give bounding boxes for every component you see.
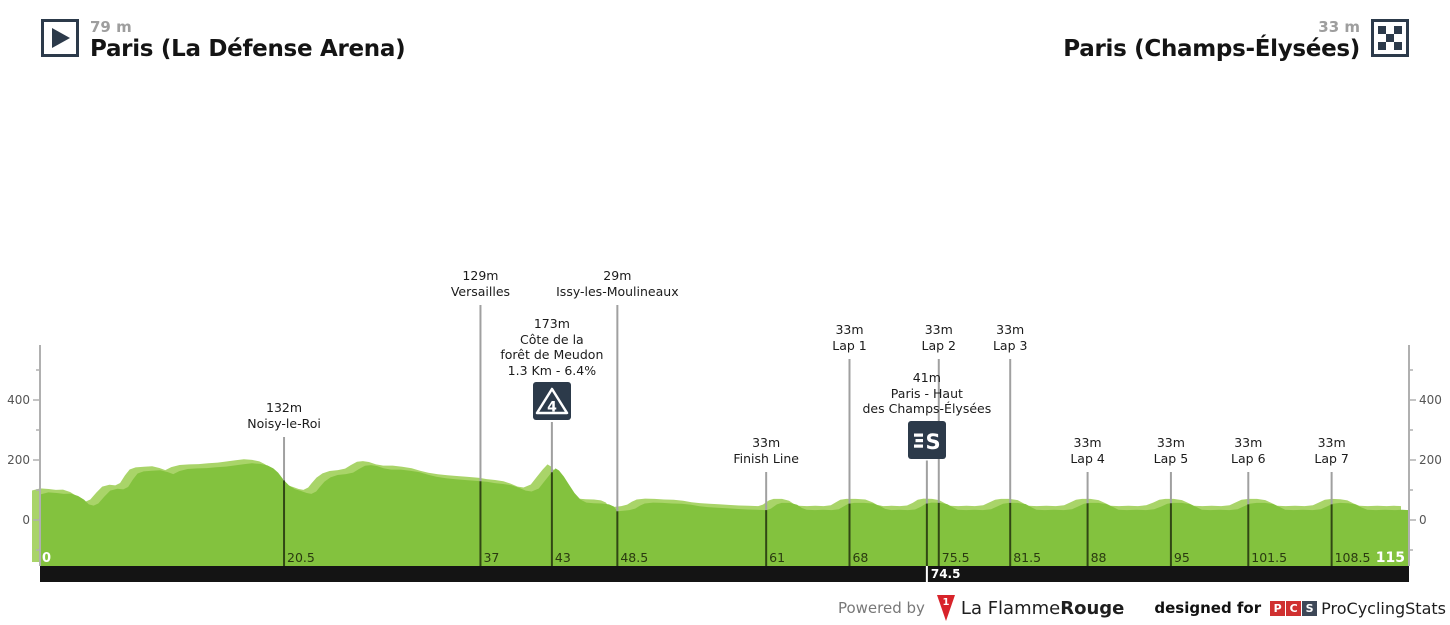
km-tick-label: 95 [1174, 550, 1190, 565]
km-tick-label: 81.5 [1013, 550, 1041, 565]
km-tick-label: 75.5 [942, 550, 970, 565]
km-tick-label: 20.5 [287, 550, 315, 565]
km-tick-label: 88 [1091, 550, 1107, 565]
footer: Powered by 1 La FlammeRouge designed for… [838, 594, 1446, 622]
km-tick-label: 48.5 [620, 550, 648, 565]
km-tick-label: 0 [42, 551, 51, 566]
start-header: 79 m Paris (La Défense Arena) [41, 18, 406, 63]
km-tick-label: 61 [769, 550, 785, 565]
procyclingstats-wordmark: ProCyclingStats [1321, 598, 1446, 618]
y-tick-label: 0 [1419, 513, 1427, 527]
procyclingstats-link[interactable]: P C S ProCyclingStats [1270, 599, 1446, 618]
distance-bar [40, 566, 1409, 582]
finish-header: 33 m Paris (Champs-Élysées) [1063, 19, 1409, 63]
y-tick-label: 200 [1419, 453, 1442, 467]
svg-text:1: 1 [942, 597, 949, 608]
play-icon [52, 28, 70, 48]
profile-area-main [40, 463, 1409, 566]
checkered-flag-pattern [1378, 26, 1402, 50]
y-tick-label: 400 [1419, 393, 1442, 407]
bar-km-label: 74.5 [931, 567, 961, 581]
y-tick-label: 400 [7, 393, 30, 407]
km-tick-label: 43 [555, 550, 571, 565]
start-elevation: 79 m [90, 18, 132, 36]
laflammerouge-wordmark: La FlammeRouge [960, 597, 1125, 619]
km-tick-label: 68 [852, 550, 868, 565]
start-name: Paris (La Défense Arena) [90, 36, 406, 62]
km-tick-label: 115 [1376, 550, 1405, 566]
finish-elevation: 33 m [1318, 18, 1360, 36]
powered-by-label: Powered by [837, 599, 925, 617]
km-tick-label: 101.5 [1251, 550, 1287, 565]
laflammerouge-link[interactable]: 1 La FlammeRouge [936, 594, 1124, 622]
finish-flag-icon [1371, 19, 1409, 57]
km-tick-label: 108.5 [1335, 550, 1371, 565]
km-tick-label: 37 [483, 550, 499, 565]
finish-name: Paris (Champs-Élysées) [1063, 36, 1360, 62]
y-tick-label: 200 [7, 453, 30, 467]
pcs-logo-icon: P C S [1270, 600, 1318, 616]
designed-for-label: designed for [1154, 599, 1262, 617]
laflammerouge-triangle-icon: 1 [936, 595, 955, 621]
start-flag-icon [41, 19, 79, 57]
y-tick-label: 0 [22, 513, 30, 527]
